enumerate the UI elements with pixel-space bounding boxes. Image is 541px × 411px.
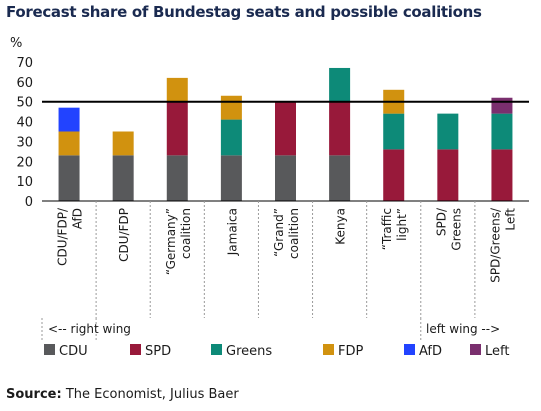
category-label: Jamaica bbox=[225, 208, 239, 256]
right-wing-annotation: <-- right wing bbox=[48, 322, 131, 336]
category-label-line: CDU/FDP/ bbox=[56, 207, 70, 266]
legend-label-greens: Greens bbox=[226, 344, 272, 359]
category-label-line: Jamaica bbox=[225, 208, 239, 256]
bars bbox=[58, 67, 513, 201]
category-label: SPD/Greens/Left bbox=[488, 207, 517, 283]
y-axis-unit-label: % bbox=[10, 36, 22, 51]
category-label-line: light” bbox=[395, 208, 409, 241]
y-tick-label: 50 bbox=[16, 96, 33, 111]
category-label: CDU/FDP/AfD bbox=[56, 207, 85, 266]
bar-segment-spd bbox=[275, 101, 296, 156]
legend-swatch-afd bbox=[404, 344, 415, 355]
y-tick-label: 20 bbox=[16, 155, 33, 170]
legend-swatch-cdu bbox=[44, 344, 55, 355]
bar-segment-greens bbox=[437, 113, 459, 150]
bar-segment-cdu bbox=[166, 155, 188, 201]
bar-segment-spd bbox=[437, 149, 459, 201]
y-tick-label: 40 bbox=[16, 116, 33, 131]
category-label-line: coalition bbox=[179, 208, 193, 259]
bar-segment-greens bbox=[220, 119, 242, 156]
bar-segment-left bbox=[491, 97, 513, 114]
y-tick-label: 70 bbox=[16, 56, 33, 71]
bar-segment-fdp bbox=[112, 131, 134, 156]
source-text: The Economist, Julius Baer bbox=[65, 387, 239, 402]
category-label: Kenya bbox=[334, 208, 348, 245]
bar-segment-fdp bbox=[58, 131, 80, 156]
y-tick-label: 60 bbox=[16, 76, 33, 91]
y-tick-label: 30 bbox=[16, 135, 33, 150]
legend-label-cdu: CDU bbox=[59, 344, 88, 359]
category-label-line: AfD bbox=[71, 208, 85, 229]
category-label-line: SPD/Greens/ bbox=[488, 207, 502, 283]
bar-segment-fdp bbox=[166, 77, 188, 102]
category-label-line: CDU/FDP bbox=[117, 208, 131, 262]
legend-label-afd: AfD bbox=[419, 344, 442, 359]
category-label: “Traffic light” bbox=[380, 208, 409, 250]
bar-segment-spd bbox=[383, 149, 405, 201]
left-wing-annotation: left wing --> bbox=[426, 322, 500, 336]
bar-segment-cdu bbox=[329, 155, 351, 201]
category-labels: CDU/FDP/AfD CDU/FDP “Germany” coalition Jama… bbox=[56, 207, 518, 283]
y-tick-label: 10 bbox=[16, 175, 33, 190]
bar-segment-spd bbox=[329, 101, 351, 156]
category-label: “Grand” coalition bbox=[272, 208, 301, 259]
legend-swatch-fdp bbox=[323, 344, 334, 355]
category-label-line: Kenya bbox=[334, 208, 348, 245]
category-separators bbox=[41, 201, 476, 342]
bar-segment-afd bbox=[58, 107, 80, 132]
legend-swatch-spd bbox=[130, 344, 141, 355]
bar-segment-cdu bbox=[112, 155, 134, 201]
bar-segment-greens bbox=[491, 113, 513, 150]
source-line: Source: The Economist, Julius Baer bbox=[6, 387, 239, 402]
legend: CDU SPD Greens FDP AfD Left bbox=[44, 344, 509, 359]
chart-title: Forecast share of Bundestag seats and po… bbox=[6, 3, 482, 21]
bar-segment-fdp bbox=[220, 95, 242, 120]
category-label-line: “Traffic bbox=[380, 208, 394, 250]
bar-segment-spd bbox=[491, 149, 513, 201]
y-tick-label: 0 bbox=[25, 195, 33, 210]
category-label: SPD/Greens bbox=[434, 207, 463, 251]
category-label-line: Greens bbox=[449, 208, 463, 251]
y-axis-ticks: 0 10 20 30 40 50 60 70 bbox=[16, 56, 33, 210]
legend-label-spd: SPD bbox=[145, 344, 171, 359]
category-label-line: SPD/ bbox=[434, 207, 448, 236]
bar-segment-greens bbox=[383, 113, 405, 150]
bar-segment-spd bbox=[166, 101, 188, 156]
bar-segment-cdu bbox=[275, 155, 296, 201]
source-label: Source: bbox=[6, 387, 62, 402]
bar-segment-cdu bbox=[220, 155, 242, 201]
category-label-line: “Grand” bbox=[272, 208, 286, 257]
bar-segment-greens bbox=[329, 67, 351, 102]
legend-label-left: Left bbox=[485, 344, 509, 359]
legend-label-fdp: FDP bbox=[338, 344, 363, 359]
bar-segment-cdu bbox=[58, 155, 80, 201]
category-label: “Germany” coalition bbox=[164, 208, 193, 275]
category-label-line: “Germany” bbox=[164, 208, 178, 275]
legend-swatch-left bbox=[470, 344, 481, 355]
category-label: CDU/FDP bbox=[117, 208, 131, 262]
category-label-line: Left bbox=[503, 208, 517, 231]
category-label-line: coalition bbox=[287, 208, 301, 259]
legend-swatch-greens bbox=[211, 344, 222, 355]
